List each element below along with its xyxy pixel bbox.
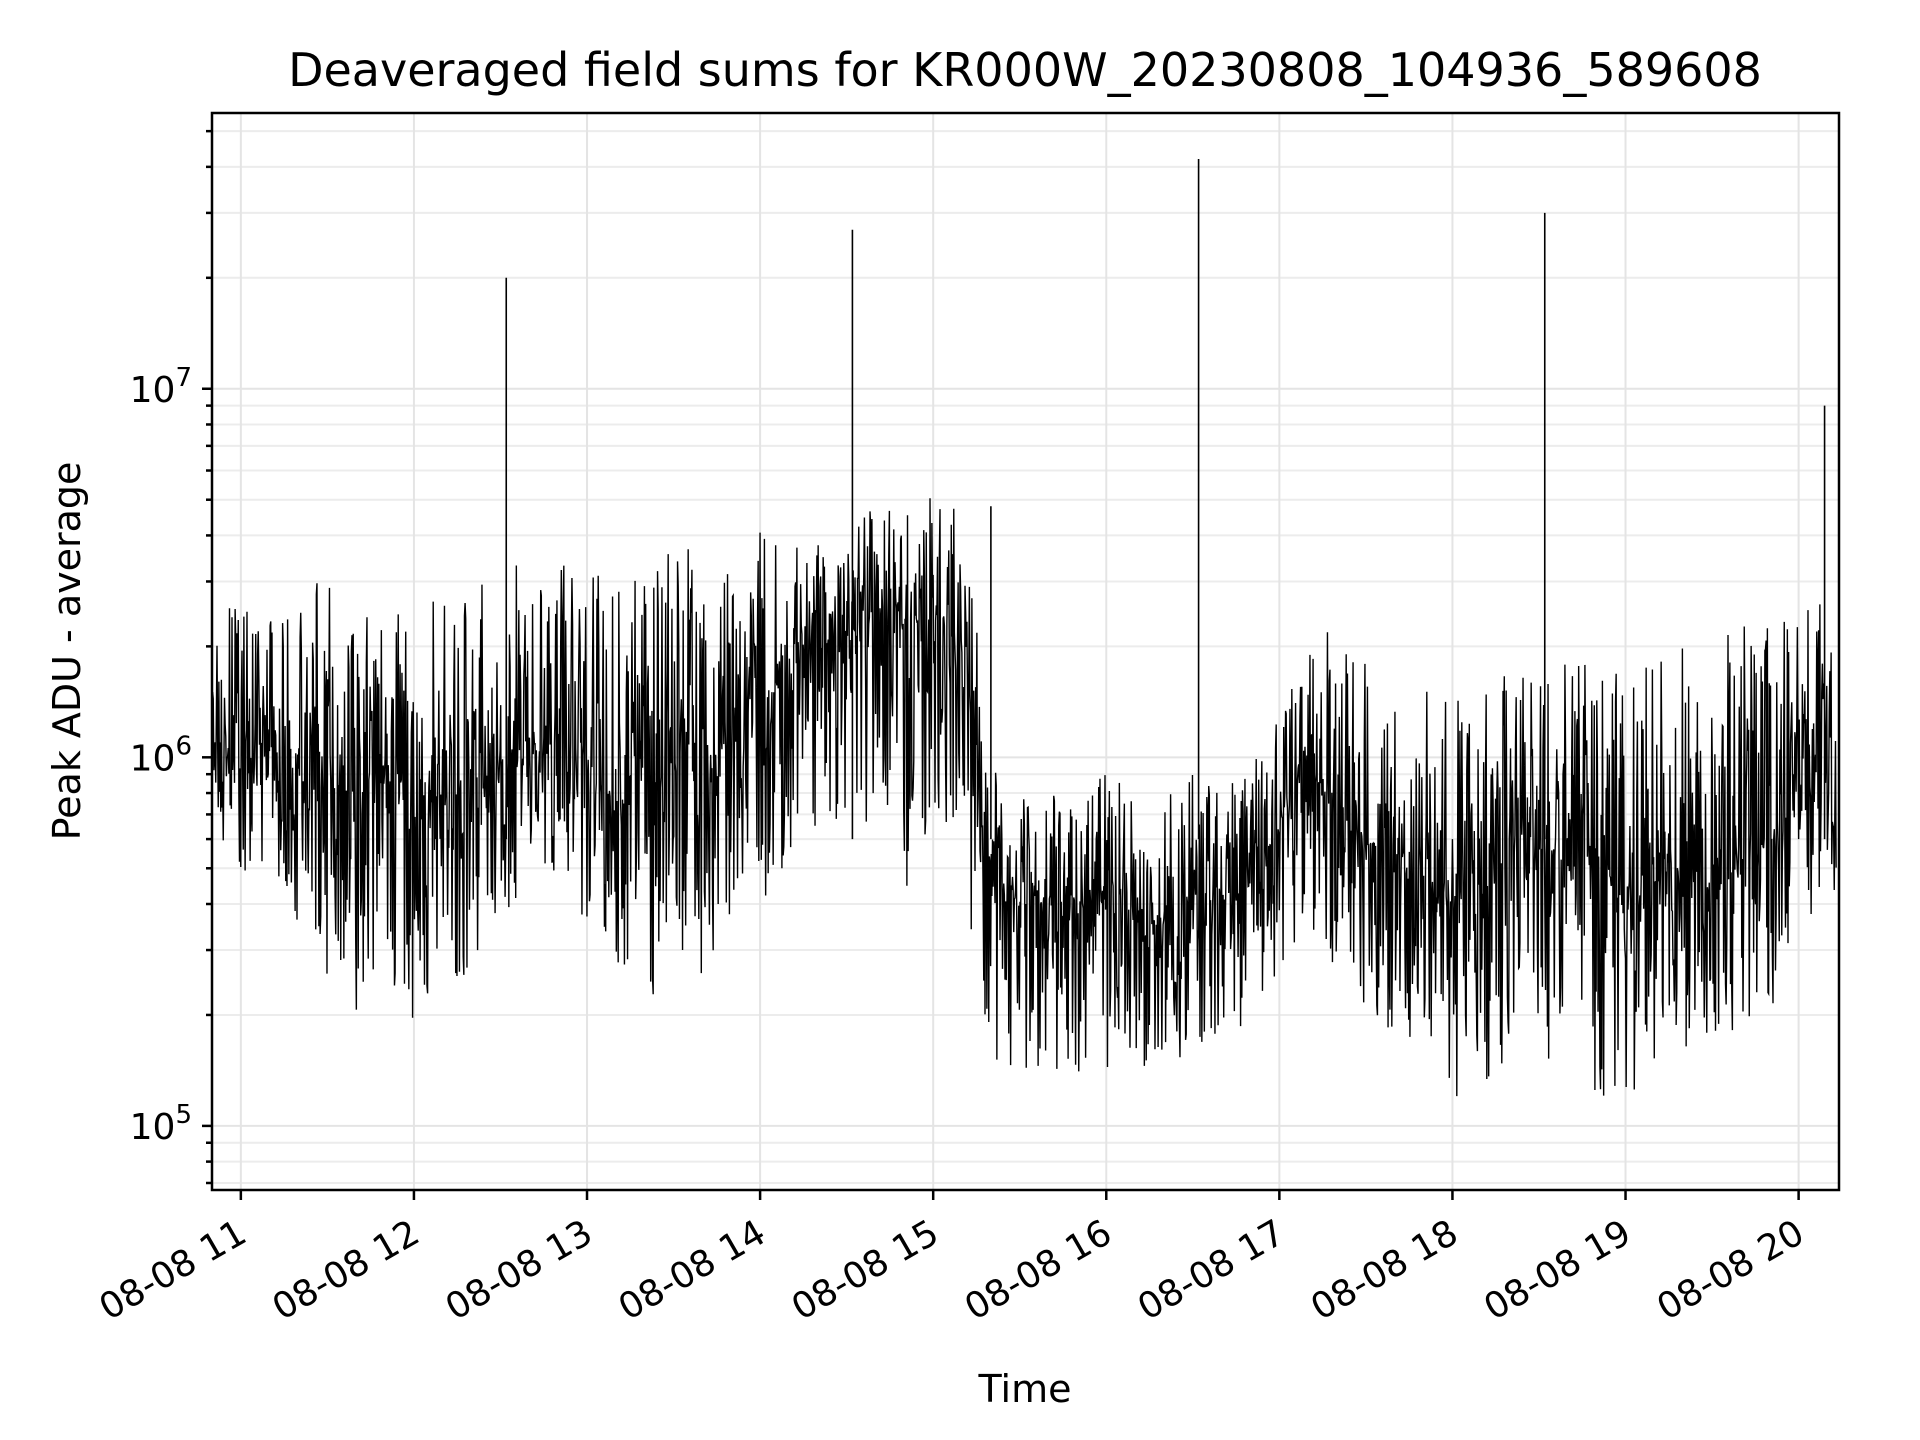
x-tick-label: 08-08 12: [266, 1212, 427, 1328]
y-axis-label: Peak ADU - average: [45, 462, 89, 841]
chart-title: Deaveraged field sums for KR000W_2023080…: [288, 43, 1762, 97]
x-tick-label: 08-08 15: [785, 1212, 946, 1328]
x-tick-label: 08-08 16: [958, 1212, 1119, 1328]
y-tick-label: 105: [130, 1100, 192, 1148]
plot-frame: [210, 111, 1841, 1192]
x-tick-label: 08-08 19: [1477, 1212, 1638, 1328]
data-line: [211, 498, 1837, 1097]
x-tick-label: 08-08 14: [612, 1212, 773, 1328]
x-tick-label: 08-08 13: [439, 1212, 600, 1328]
x-tick-label: 08-08 11: [93, 1212, 254, 1328]
y-axis: 105 106 107: [130, 129, 212, 1185]
x-tick-label: 08-08 18: [1304, 1212, 1465, 1328]
series-layer: [211, 159, 1837, 1097]
x-axis-label: Time: [978, 1367, 1072, 1411]
y-tick-label: 106: [130, 731, 192, 779]
x-tick-label: 08-08 17: [1131, 1212, 1292, 1328]
y-tick-label: 107: [130, 363, 192, 411]
x-tick-label: 08-08 20: [1650, 1212, 1811, 1328]
x-axis: 08-08 11 08-08 12 08-08 13 08-08 14 08-08 15…: [93, 1190, 1811, 1329]
